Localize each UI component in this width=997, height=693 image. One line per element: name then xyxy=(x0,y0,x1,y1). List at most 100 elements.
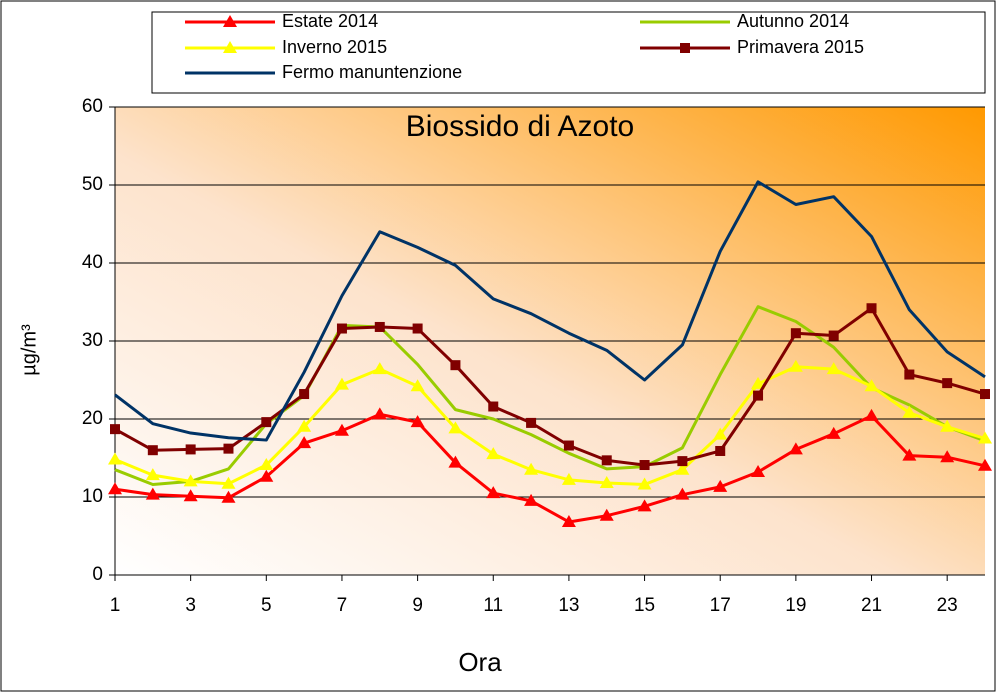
series-line xyxy=(114,180,986,442)
data-point xyxy=(147,445,158,456)
series-line xyxy=(114,305,986,487)
x-axis-label: Ora xyxy=(458,647,502,677)
x-tick-label: 15 xyxy=(634,595,655,616)
legend-box xyxy=(151,11,986,94)
data-point xyxy=(826,426,841,439)
data-point xyxy=(788,359,803,372)
data-point xyxy=(788,442,803,455)
data-point xyxy=(675,487,690,500)
data-point xyxy=(299,389,310,400)
y-axis-label: µg/m³ xyxy=(18,324,40,376)
data-point xyxy=(183,489,198,502)
x-tick-label: 11 xyxy=(483,595,503,616)
data-point xyxy=(110,424,120,435)
data-point xyxy=(448,421,463,434)
data-point xyxy=(599,475,614,488)
data-point xyxy=(486,447,501,460)
data-point xyxy=(940,419,955,432)
data-point xyxy=(223,443,234,454)
data-point xyxy=(334,423,349,436)
x-tick-label: 21 xyxy=(861,595,882,616)
x-tick-label: 1 xyxy=(110,595,121,616)
data-point xyxy=(185,444,196,455)
data-point xyxy=(524,493,539,506)
data-point xyxy=(145,487,160,500)
data-point xyxy=(108,482,122,495)
x-tick-label: 9 xyxy=(412,595,423,616)
data-point xyxy=(639,460,650,471)
data-point xyxy=(828,330,839,341)
x-tick-label: 7 xyxy=(337,595,348,616)
data-point xyxy=(637,477,652,490)
data-point xyxy=(410,415,425,428)
data-point xyxy=(410,379,425,392)
data-point xyxy=(864,408,879,421)
data-point xyxy=(599,508,614,521)
data-point xyxy=(561,472,576,485)
x-tick-label: 17 xyxy=(710,595,731,616)
data-point xyxy=(902,448,917,461)
data-point xyxy=(561,514,576,527)
data-point xyxy=(866,303,877,314)
x-tick-label: 3 xyxy=(185,595,196,616)
data-point xyxy=(261,417,272,428)
data-point xyxy=(297,419,312,432)
y-tick-label: 10 xyxy=(82,486,103,507)
data-point xyxy=(940,450,955,463)
series-line xyxy=(114,306,986,467)
x-tick-label: 19 xyxy=(785,595,806,616)
data-point xyxy=(677,456,688,467)
data-point xyxy=(374,321,385,332)
data-point xyxy=(372,362,387,375)
data-point xyxy=(563,440,574,451)
series-line xyxy=(114,365,986,487)
data-point xyxy=(183,474,198,487)
data-point xyxy=(526,417,537,428)
data-point xyxy=(637,499,652,512)
y-tick-label: 0 xyxy=(92,564,103,585)
y-tick-label: 40 xyxy=(82,252,103,273)
legend-label: Autunno 2014 xyxy=(737,11,849,31)
data-point xyxy=(864,379,879,392)
series-line xyxy=(114,412,986,524)
data-point xyxy=(751,376,766,389)
data-point xyxy=(259,469,274,482)
data-point xyxy=(108,452,122,465)
x-tick-label: 13 xyxy=(558,595,579,616)
data-point xyxy=(412,323,423,334)
legend-label: Inverno 2015 xyxy=(282,37,387,57)
data-point xyxy=(145,468,160,481)
data-point xyxy=(902,405,917,418)
data-point xyxy=(713,479,728,492)
data-point xyxy=(826,362,841,375)
y-tick-label: 30 xyxy=(82,330,103,351)
data-point xyxy=(259,458,274,471)
legend-label: Estate 2014 xyxy=(282,11,378,31)
data-point xyxy=(942,378,953,389)
chart-title: Biossido di Azoto xyxy=(406,110,634,143)
data-point xyxy=(978,458,992,471)
x-tick-label: 5 xyxy=(261,595,272,616)
data-point xyxy=(221,476,236,489)
data-point xyxy=(486,486,501,499)
x-tick-label: 23 xyxy=(937,595,958,616)
data-point xyxy=(713,427,728,440)
data-point xyxy=(904,369,915,380)
data-point xyxy=(372,407,387,420)
data-point xyxy=(336,323,347,334)
data-point xyxy=(448,455,463,468)
y-tick-label: 60 xyxy=(82,96,103,117)
y-tick-label: 50 xyxy=(82,174,103,195)
data-point xyxy=(488,401,499,412)
data-point xyxy=(715,445,726,456)
y-tick-label: 20 xyxy=(82,408,103,429)
legend-label: Primavera 2015 xyxy=(737,37,864,57)
data-point xyxy=(221,490,236,503)
legend-marker xyxy=(223,41,237,53)
data-point xyxy=(450,360,461,371)
data-point xyxy=(675,462,690,475)
data-point xyxy=(297,436,312,449)
data-point xyxy=(334,377,349,390)
